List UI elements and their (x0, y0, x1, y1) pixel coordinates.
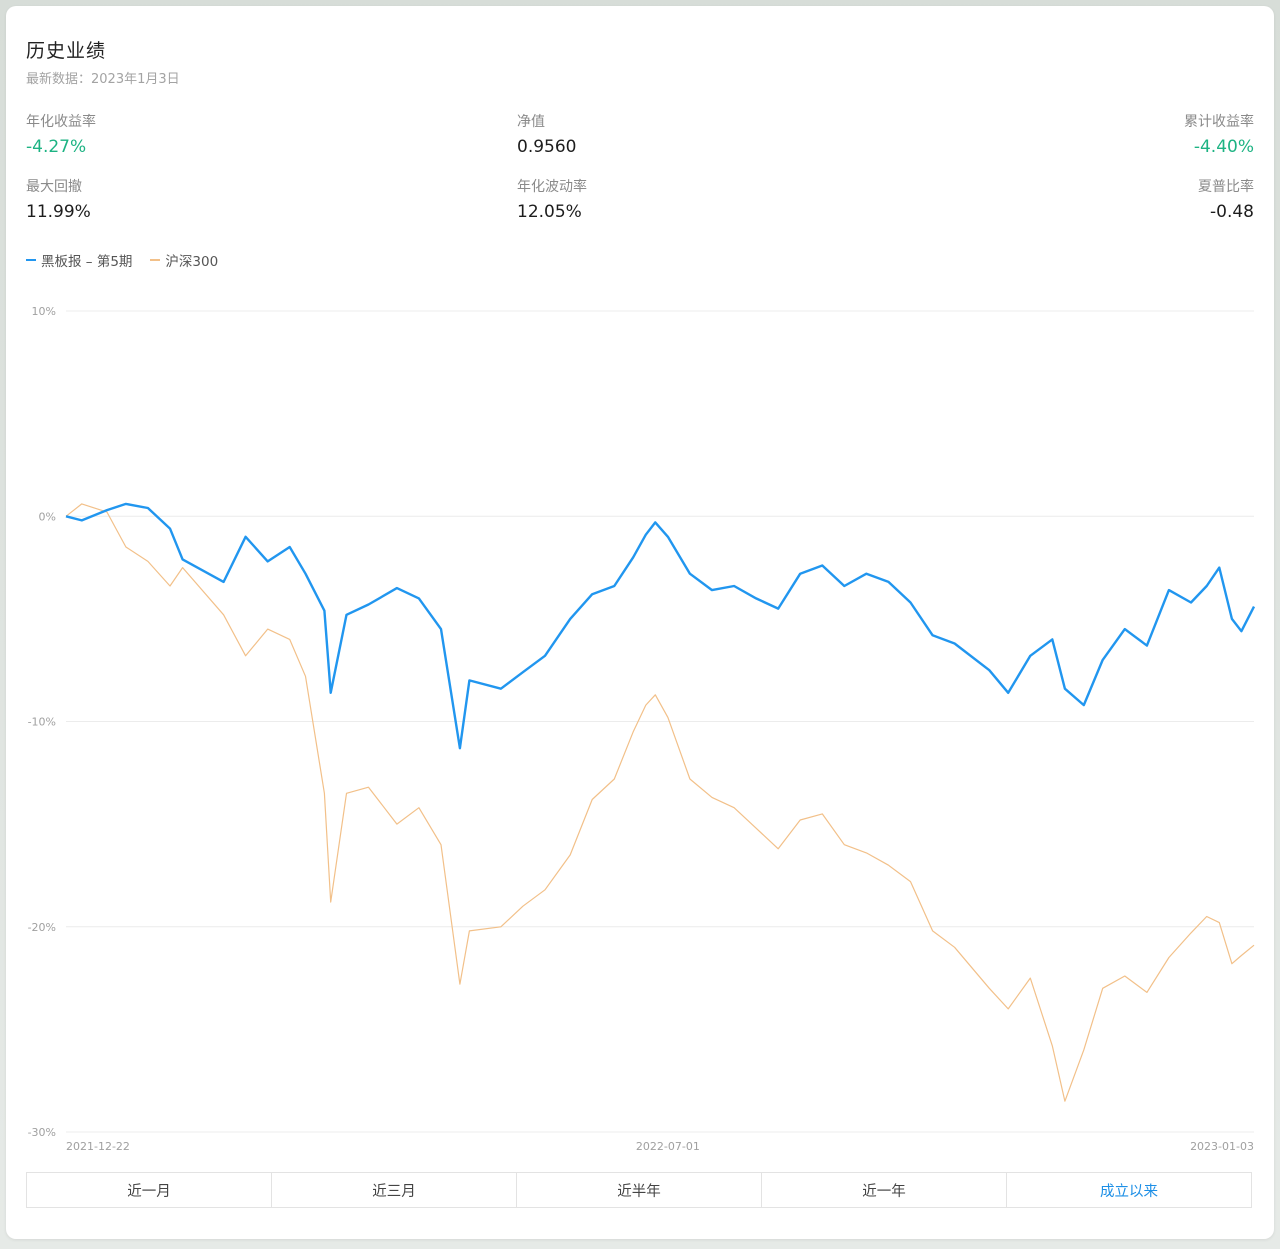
tab-three-months[interactable]: 近三月 (272, 1173, 517, 1207)
y-tick-label: 0% (39, 510, 56, 523)
tab-one-month[interactable]: 近一月 (27, 1173, 272, 1207)
legend-swatch-fund (26, 259, 36, 261)
series-line-benchmark (65, 503, 1255, 1102)
grid-lines (66, 310, 1254, 1133)
legend-label: 黑板报 – 第5期 (41, 254, 133, 270)
tab-one-year[interactable]: 近一年 (762, 1173, 1007, 1207)
metric-value: 11.99% (26, 202, 91, 222)
y-axis-ticks: 10% 0% -10% -20% -30% (28, 305, 56, 1139)
legend-label: 沪深300 (165, 254, 219, 270)
legend-item-fund[interactable]: 黑板报 – 第5期 (26, 250, 132, 270)
metric-sharpe-ratio: 夏普比率 -0.48 (1198, 176, 1254, 222)
legend-item-benchmark[interactable]: 沪深300 (150, 250, 218, 270)
y-tick-label: 10% (32, 305, 56, 318)
metric-value: -0.48 (1210, 202, 1254, 222)
y-tick-label: -30% (28, 1126, 56, 1139)
chart-series (65, 502, 1256, 1102)
metric-label: 夏普比率 (1198, 179, 1254, 195)
last-updated-text: 最新数据：2023年1月3日 (26, 72, 180, 87)
metric-label: 最大回撤 (26, 179, 82, 195)
metric-annualized-return: 年化收益率 -4.27% (26, 111, 96, 157)
x-tick-label: 2023-01-03 (1190, 1140, 1254, 1153)
x-tick-label: 2021-12-22 (66, 1140, 130, 1153)
series-line-fund (65, 502, 1256, 750)
metric-cumulative-return: 累计收益率 -4.40% (1184, 111, 1254, 157)
legend-swatch-benchmark (150, 259, 161, 261)
metric-value: 0.9560 (517, 137, 577, 157)
tab-six-months[interactable]: 近半年 (517, 1173, 762, 1207)
metric-value: 12.05% (517, 202, 582, 222)
x-axis-ticks: 2021-12-22 2022-07-01 2023-01-03 (66, 1140, 1254, 1153)
metric-label: 累计收益率 (1184, 114, 1254, 130)
metric-value: -4.40% (1193, 137, 1254, 157)
performance-line-chart[interactable]: 10%0%-10%-20%-30% 2021-12-22 2022-07-01 20… (6, 286, 1274, 1166)
metric-label: 净值 (517, 114, 545, 130)
metric-annualized-volatility: 年化波动率 12.05% (517, 176, 587, 222)
metric-label: 年化收益率 (26, 114, 96, 130)
y-tick-label: -10% (28, 716, 56, 729)
chart-legend: 黑板报 – 第5期 沪深300 (26, 250, 218, 270)
performance-card: 历史业绩 最新数据：2023年1月3日 年化收益率 -4.27% 净值 0.95… (6, 6, 1274, 1239)
metric-nav: 净值 0.9560 (517, 111, 576, 157)
metric-label: 年化波动率 (517, 179, 587, 195)
tab-since-inception[interactable]: 成立以来 (1100, 1183, 1158, 1200)
x-tick-label: 2022-07-01 (636, 1140, 700, 1153)
metric-value: -4.27% (26, 137, 87, 157)
period-tabs: 近一月 近三月 近半年 近一年 成立以来 (26, 1172, 1252, 1208)
metric-max-drawdown: 最大回撤 11.99% (26, 176, 91, 222)
page-title: 历史业绩 (26, 40, 107, 62)
y-tick-label: -20% (28, 921, 56, 934)
